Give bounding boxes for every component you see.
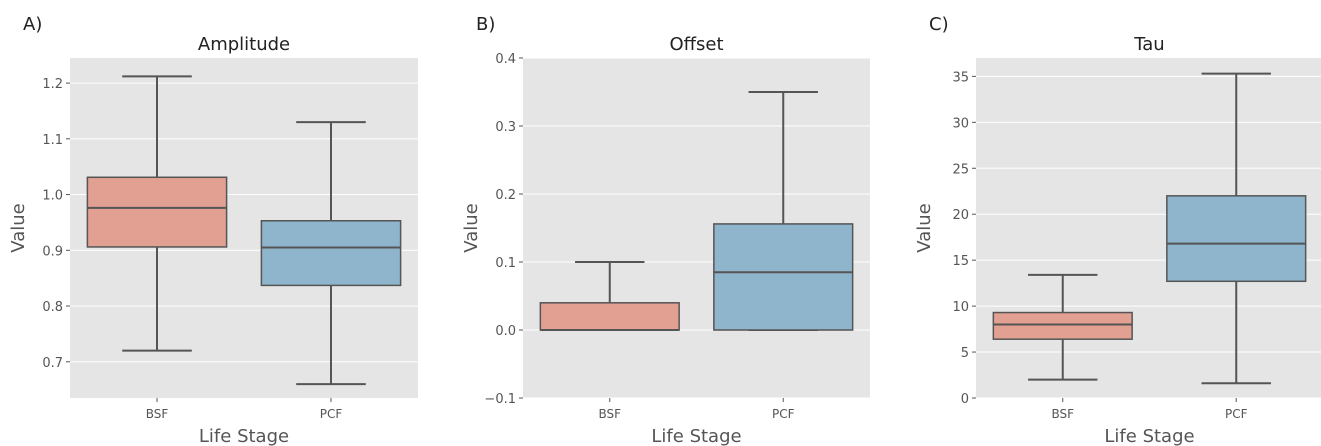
box-pcf — [1166, 72, 1307, 385]
y-tick-label: 15 — [952, 254, 969, 269]
y-tick-label: 0.3 — [495, 120, 516, 135]
box-pcf — [713, 91, 854, 331]
y-tick-label: 20 — [952, 208, 969, 223]
y-tick-label: 5 — [961, 346, 969, 361]
chart-title: Tau — [1133, 34, 1164, 55]
y-tick-label: −0.1 — [484, 392, 516, 407]
x-tick-label: BSF — [1051, 407, 1074, 421]
iqr-box — [86, 176, 228, 248]
y-tick-label: 0.7 — [42, 356, 63, 371]
x-axis-label: Life Stage — [199, 426, 289, 446]
iqr-box — [539, 302, 680, 331]
y-tick-label: 0.1 — [495, 256, 516, 271]
box-pcf — [260, 121, 402, 386]
y-tick-label: 25 — [952, 162, 969, 177]
y-tick-label: 0.4 — [495, 52, 516, 67]
panel-label: C) — [929, 14, 949, 35]
x-tick-label: BSF — [598, 407, 621, 421]
y-tick-label: 0.2 — [495, 188, 516, 203]
y-axis-label: Value — [8, 203, 29, 252]
x-tick-label: PCF — [320, 407, 343, 421]
panel-label: B) — [476, 14, 495, 35]
panel-offset: −0.1 0.0 0.1 0.2 0.3 0.4 BSF PCF Offset Life Stag… — [461, 14, 870, 446]
x-tick-label: PCF — [1225, 407, 1248, 421]
x-axis-label: Life Stage — [1104, 426, 1194, 446]
iqr-box — [1166, 195, 1307, 283]
iqr-box — [713, 223, 854, 331]
iqr-box — [992, 311, 1133, 340]
y-tick-label: 10 — [952, 300, 969, 315]
panel-tau: 0 5 10 15 20 25 30 35 BSF PCF Tau Life Stage Value C) — [914, 14, 1321, 446]
chart-title: Offset — [669, 34, 723, 55]
y-tick-label: 30 — [952, 116, 969, 131]
x-axis-label: Life Stage — [651, 426, 741, 446]
y-tick-label: 0.0 — [495, 324, 516, 339]
chart-title: Amplitude — [198, 34, 290, 55]
box-bsf — [86, 75, 228, 352]
y-axis-label: Value — [914, 203, 935, 252]
y-tick-label: 35 — [952, 70, 969, 85]
y-tick-label: 1.2 — [42, 77, 63, 92]
x-tick-label: BSF — [146, 407, 169, 421]
y-tick-label: 1.0 — [42, 189, 63, 204]
y-tick-label: 0.8 — [42, 300, 63, 315]
panel-amplitude: 0.7 0.8 0.9 1.0 1.1 1.2 BSF PCF Amplitude Life St… — [8, 14, 418, 446]
y-axis-label: Value — [461, 203, 482, 252]
y-tick-label: 0.9 — [42, 244, 63, 259]
y-tick-label: 1.1 — [42, 133, 63, 148]
box-bsf — [539, 261, 680, 331]
panel-label: A) — [23, 14, 42, 35]
x-tick-label: PCF — [772, 407, 795, 421]
iqr-box — [260, 220, 402, 287]
box-bsf — [992, 273, 1133, 381]
y-tick-label: 0 — [961, 392, 969, 407]
